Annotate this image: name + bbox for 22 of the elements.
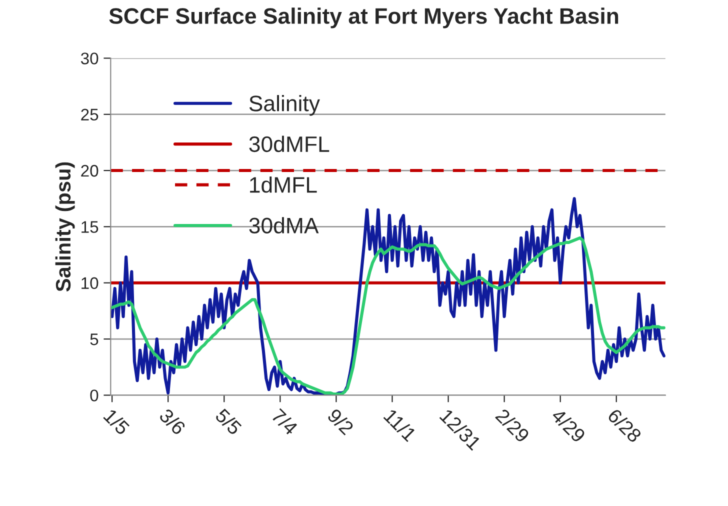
- y-tick-label: 30: [80, 52, 98, 64]
- x-tick-label: 3/6: [158, 408, 187, 436]
- y-tick-label: 5: [90, 334, 98, 346]
- y-tick-label: 15: [82, 221, 98, 233]
- legend-label: Salinity: [249, 95, 320, 116]
- x-tick-label: 1/5: [103, 408, 131, 436]
- y-tick-label: 0: [90, 390, 98, 402]
- legend-label: 30dMFL: [249, 136, 330, 152]
- x-tick-label: 9/2: [326, 408, 355, 436]
- x-tick-label: 6/28: [606, 408, 643, 444]
- ref-line-label: 1dMFL: [250, 176, 317, 193]
- legend-label: 30dMA: [249, 217, 319, 234]
- y-tick-label: 25: [81, 108, 98, 121]
- x-tick-label: 5/5: [214, 408, 243, 436]
- y-axis-title: Salinity (psu): [55, 162, 75, 292]
- chart-title: SCCF Surface Salinity at Fort Myers Yacht Basin: [109, 8, 618, 28]
- x-tick-label: 11/1: [383, 408, 418, 442]
- x-tick-label: 2/29: [494, 408, 530, 444]
- x-tick-label: 7/4: [270, 408, 299, 436]
- x-tick-label: 4/29: [550, 407, 586, 444]
- y-tick-label: 20: [81, 164, 98, 177]
- y-tick-label: 10: [82, 277, 98, 290]
